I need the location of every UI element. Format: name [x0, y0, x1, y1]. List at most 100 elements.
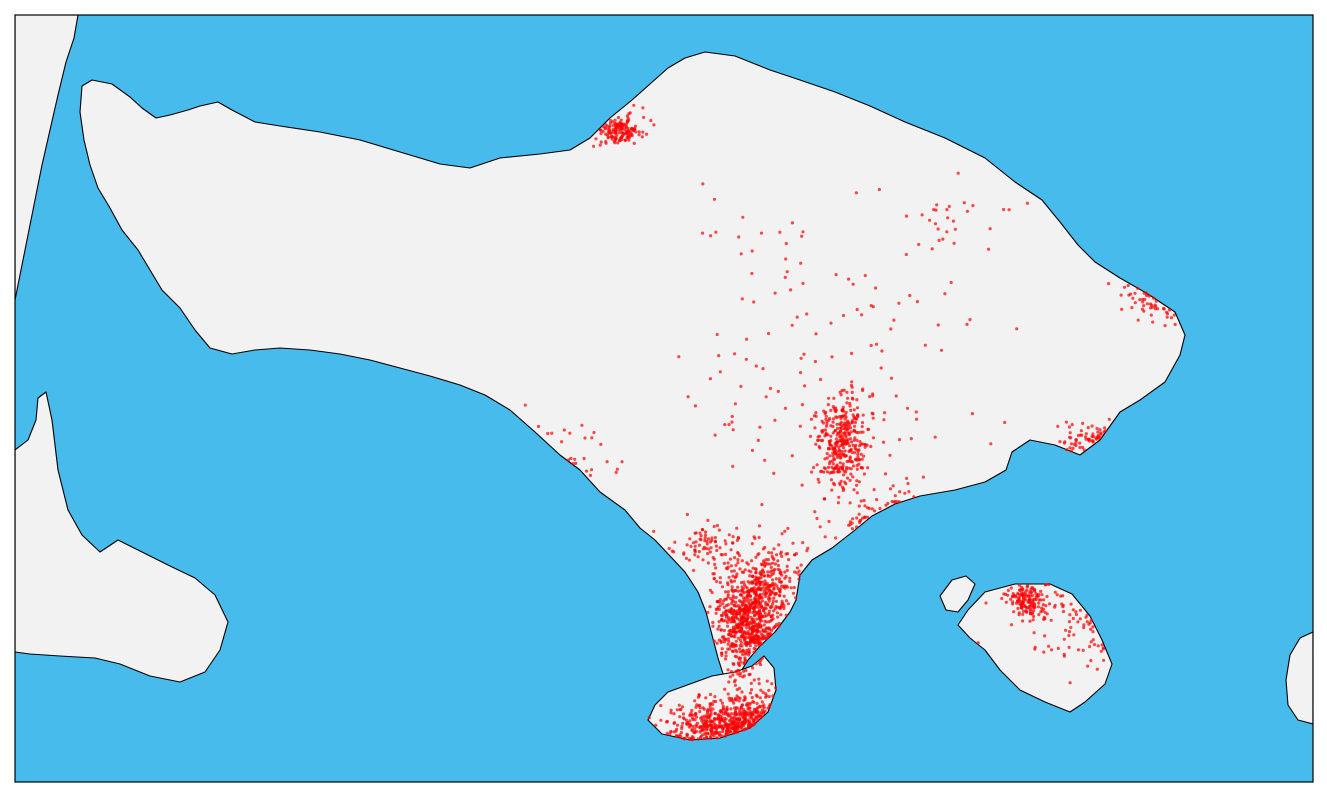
observation-point	[863, 515, 867, 520]
observation-point	[693, 531, 697, 535]
observation-point	[841, 446, 846, 450]
observation-point	[1091, 638, 1095, 642]
observation-point	[1089, 659, 1093, 663]
observation-point	[755, 694, 759, 699]
observation-point	[723, 539, 727, 543]
observation-point	[1078, 608, 1082, 612]
observation-point	[748, 644, 753, 648]
observation-point	[610, 137, 614, 141]
observation-point	[708, 377, 713, 381]
observation-point	[717, 717, 721, 721]
observation-point	[1069, 625, 1073, 630]
observation-point	[675, 734, 679, 738]
observation-point	[719, 698, 723, 703]
observation-point	[780, 602, 784, 606]
observation-point	[939, 348, 944, 352]
observation-point	[732, 701, 736, 705]
observation-point	[742, 591, 746, 595]
observation-point	[860, 421, 865, 425]
observation-point	[740, 627, 744, 631]
observation-point	[1047, 644, 1051, 648]
observation-point	[923, 343, 927, 347]
observation-point	[759, 562, 764, 566]
observation-point	[734, 639, 738, 643]
observation-point	[1017, 583, 1022, 587]
observation-point	[819, 469, 823, 474]
observation-point	[680, 705, 685, 709]
observation-point	[860, 457, 864, 461]
observation-point	[857, 462, 861, 466]
observation-point	[852, 488, 856, 492]
observation-point	[989, 442, 993, 446]
observation-point	[627, 138, 631, 142]
observation-point	[740, 728, 744, 732]
observation-point	[751, 666, 755, 670]
observation-point	[748, 709, 752, 713]
observation-point	[754, 555, 758, 559]
observation-point	[1012, 610, 1016, 614]
observation-point	[1099, 431, 1103, 435]
observation-point	[912, 495, 916, 499]
observation-point	[777, 621, 781, 626]
observation-point	[764, 600, 768, 604]
observation-point	[878, 506, 882, 511]
observation-point	[738, 712, 743, 716]
observation-point	[712, 734, 716, 738]
observation-point	[708, 588, 713, 592]
observation-point	[784, 241, 788, 246]
observation-point	[701, 733, 705, 737]
observation-point	[750, 638, 754, 642]
observation-point	[745, 626, 749, 630]
observation-point	[582, 456, 586, 461]
observation-point	[795, 571, 799, 575]
observation-point	[727, 629, 731, 633]
observation-point	[776, 615, 780, 619]
observation-point	[914, 410, 918, 414]
observation-point	[1053, 590, 1057, 594]
observation-point	[820, 430, 825, 434]
observation-point	[1049, 648, 1054, 652]
observation-point	[770, 583, 774, 587]
observation-point	[785, 270, 789, 274]
observation-point	[1011, 595, 1015, 599]
observation-point	[1078, 441, 1082, 445]
observation-point	[905, 406, 910, 410]
observation-point	[784, 613, 788, 617]
observation-point	[690, 713, 694, 717]
observation-point	[1065, 448, 1069, 452]
observation-point	[715, 579, 719, 584]
observation-point	[740, 644, 744, 648]
observation-point	[892, 318, 896, 322]
observation-point	[863, 445, 867, 449]
observation-point	[714, 611, 718, 615]
observation-point	[838, 465, 843, 469]
observation-point	[734, 595, 738, 600]
observation-point	[767, 609, 772, 613]
observation-point	[1068, 446, 1072, 450]
observation-point	[709, 736, 713, 741]
observation-point	[831, 431, 835, 435]
observation-point	[894, 394, 898, 398]
observation-point	[709, 709, 713, 714]
observation-point	[1024, 598, 1028, 602]
observation-point	[607, 131, 612, 135]
observation-point	[858, 440, 862, 444]
observation-point	[742, 570, 746, 574]
observation-point	[832, 396, 836, 400]
observation-point	[608, 121, 613, 125]
observation-point	[936, 323, 940, 327]
observation-point	[1043, 634, 1047, 638]
observation-point	[862, 498, 866, 503]
observation-point	[753, 602, 757, 606]
observation-point	[1070, 423, 1074, 427]
observation-point	[765, 679, 769, 683]
observation-point	[705, 542, 709, 546]
observation-point	[856, 431, 860, 435]
observation-point	[822, 470, 826, 474]
observation-point	[583, 436, 587, 440]
observation-point	[741, 648, 745, 652]
observation-point	[838, 449, 842, 453]
observation-point	[771, 602, 775, 606]
observation-point	[862, 454, 866, 458]
observation-point	[719, 717, 724, 721]
